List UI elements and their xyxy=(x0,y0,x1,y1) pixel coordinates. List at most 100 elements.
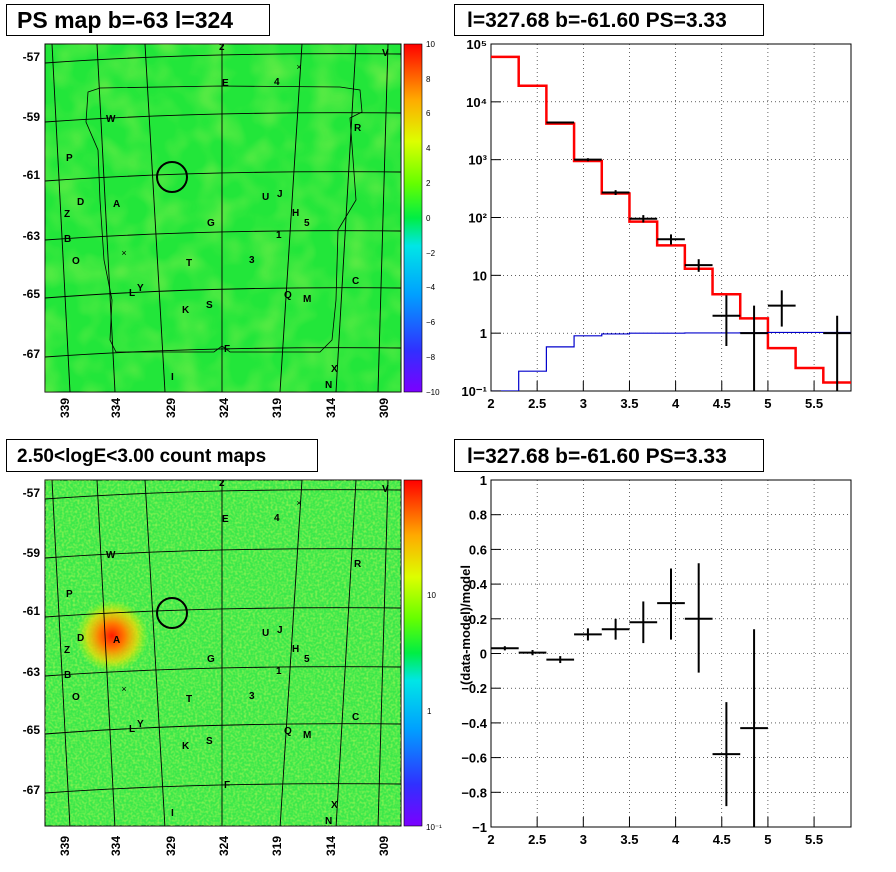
residual-y-tick: −0.6 xyxy=(461,751,487,766)
latitude-line xyxy=(45,230,401,241)
source-label: V xyxy=(382,48,389,59)
ps-map-xtick: 309 xyxy=(377,398,391,418)
source-label: S xyxy=(206,300,213,311)
ps-map-colorbar-ticks: 10 8 6 4 2 0 −2 −4 −6 −8 −10 xyxy=(426,40,440,397)
longitude-line xyxy=(279,44,303,392)
source-label: 2 xyxy=(219,42,225,53)
source-label: T xyxy=(186,694,192,705)
ps-map-ytick: -61 xyxy=(23,168,41,182)
residual-y-tick: 0.2 xyxy=(469,612,487,627)
source-label: G xyxy=(207,218,215,229)
count-map-target-circle xyxy=(156,597,188,629)
residual-x-tick: 3 xyxy=(580,832,587,847)
longitude-line xyxy=(51,480,71,826)
latitude-line xyxy=(45,347,401,358)
source-label: 4 xyxy=(274,513,280,524)
latitude-line xyxy=(45,112,401,123)
source-label: 4 xyxy=(274,77,280,88)
residual-x-tick: 4 xyxy=(672,832,680,847)
source-label: E xyxy=(222,78,229,89)
source-label: H xyxy=(292,208,299,219)
source-label: K xyxy=(182,305,190,316)
residual-y-tick: 0 xyxy=(480,647,487,662)
longitude-line xyxy=(377,480,389,826)
residual-y-tick: 0.8 xyxy=(469,508,487,523)
source-label: M xyxy=(303,730,311,741)
spectrum-title: l=327.68 b=-61.60 PS=3.33 xyxy=(454,4,764,36)
latitude-line xyxy=(45,666,401,677)
residual-point xyxy=(491,646,519,651)
count-map-x-axis: 339 334 329 324 319 314 309 xyxy=(58,836,391,856)
ps-map-xtick: 324 xyxy=(217,398,231,418)
cbar-tick: 6 xyxy=(426,109,431,118)
count-map-hot-source xyxy=(76,600,148,672)
source-label: Y xyxy=(137,719,144,730)
source-label: M xyxy=(303,294,311,305)
source-label: J xyxy=(277,189,283,200)
ps-map-colorbar: 10 8 6 4 2 0 −2 −4 −6 −8 −10 xyxy=(403,40,440,397)
latitude-line xyxy=(45,783,401,794)
residual-x-tick: 4.5 xyxy=(713,832,731,847)
count-map-xtick: 319 xyxy=(270,836,284,856)
source-label: C xyxy=(352,276,359,287)
ps-map-xtick: 334 xyxy=(109,398,123,418)
longitude-line xyxy=(279,480,303,826)
spectrum-y-tick: 10⁴ xyxy=(466,95,487,110)
source-label: H xyxy=(292,644,299,655)
source-label: D xyxy=(77,197,84,208)
count-map-xtick: 334 xyxy=(109,836,123,856)
source-label: U xyxy=(262,192,269,203)
cbar-tick: −4 xyxy=(426,283,436,292)
source-label: J xyxy=(277,625,283,636)
source-label: Z xyxy=(64,645,70,656)
data-point xyxy=(546,121,575,124)
residual-point xyxy=(518,650,547,656)
cbar-tick: 0 xyxy=(426,214,431,223)
spectrum-panel: 2 2.5 3 3.5 4 4.5 5 5.5 10⁻¹ 1 10 10² 10³ 10⁴ 10⁵ xyxy=(461,37,852,411)
residual-point xyxy=(740,629,768,827)
source-label: N xyxy=(325,380,332,391)
cbar-tick: −8 xyxy=(426,353,436,362)
longitude-line xyxy=(96,480,116,826)
count-map-ytick: -63 xyxy=(23,665,41,679)
cbar-tick: −2 xyxy=(426,249,436,258)
ps-map-xtick: 314 xyxy=(324,398,338,418)
source-label: L xyxy=(129,288,135,299)
count-map-xtick: 314 xyxy=(324,836,338,856)
data-point xyxy=(823,315,851,391)
residual-y-tick: −0.2 xyxy=(461,681,487,696)
residual-y-tick: 0.6 xyxy=(469,542,487,557)
latitude-line xyxy=(45,53,401,64)
data-point xyxy=(684,259,713,272)
source-label: K xyxy=(182,741,190,752)
residual-y-tick: −0.4 xyxy=(461,716,487,731)
source-label: B xyxy=(64,670,71,681)
source-label: F xyxy=(224,780,230,791)
count-map-source-labels: 2 V E 4 W R P U J D A Z G H5 B 1 O T 3 C L Y Q M K S F X I N xyxy=(64,480,389,826)
residual-x-tick: 5 xyxy=(764,832,771,847)
spectrum-x-tick: 4 xyxy=(672,396,680,411)
source-label: Q xyxy=(284,726,292,737)
count-map-ytick: -59 xyxy=(23,546,41,560)
ps-map-coordinate-grid xyxy=(45,44,401,392)
residual-y-tick: −1 xyxy=(472,820,487,835)
source-label: 5 xyxy=(304,654,310,665)
spectrum-x-tick: 5.5 xyxy=(805,396,823,411)
source-label: 5 xyxy=(304,218,310,229)
source-label: 1 xyxy=(276,230,282,241)
residual-point xyxy=(657,568,685,640)
longitude-line xyxy=(144,480,166,826)
ps-map-texture xyxy=(45,44,401,392)
cbar-tick: 4 xyxy=(426,144,431,153)
source-label: D xyxy=(77,633,84,644)
source-label: U xyxy=(262,628,269,639)
source-label: R xyxy=(354,123,362,134)
ps-map-xtick: 329 xyxy=(164,398,178,418)
source-label: 3 xyxy=(249,691,255,702)
spectrum-y-tick: 1 xyxy=(480,326,487,341)
ps-map-ytick: -59 xyxy=(23,110,41,124)
source-label: B xyxy=(64,234,71,245)
count-map-xtick: 339 xyxy=(58,836,72,856)
model-total-step-line xyxy=(491,55,851,384)
